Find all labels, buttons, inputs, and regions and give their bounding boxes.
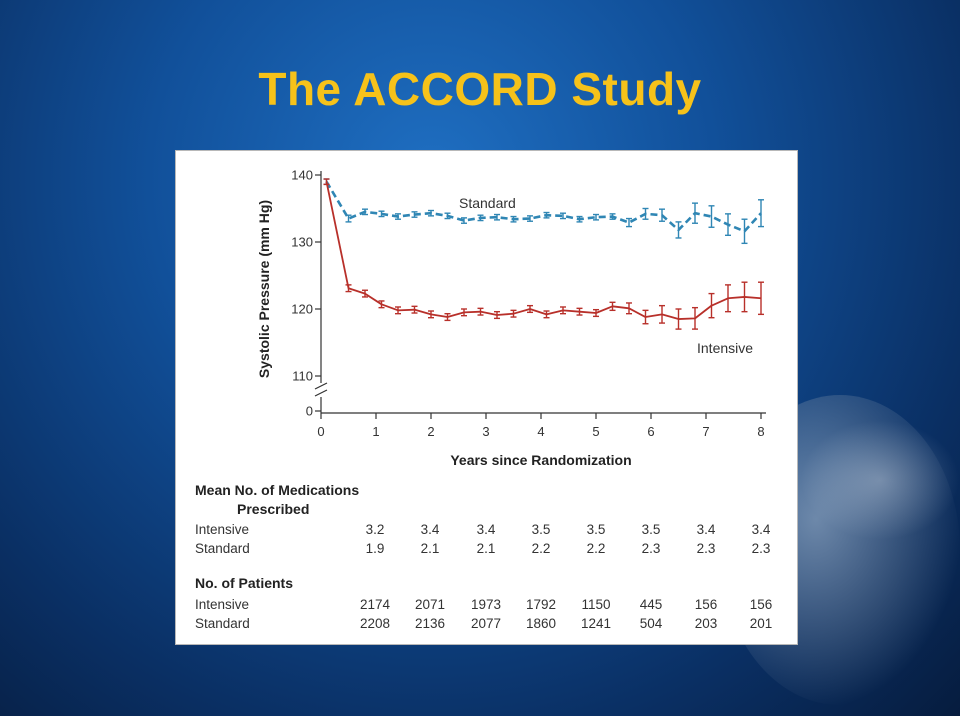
medications-title-2: Prescribed — [237, 501, 309, 517]
x-tick-label: 4 — [537, 424, 544, 439]
y-tick-label: 140 — [291, 168, 313, 183]
patients-cell: 156 — [695, 597, 718, 612]
chart-panel: 140 130 120 110 0 0 1 2 3 4 5 6 7 8 Systolic Pressure … — [175, 150, 798, 645]
x-axis-title: Years since Randomization — [450, 452, 631, 468]
medications-cell: 3.5 — [532, 522, 551, 537]
medications-cell: 3.5 — [587, 522, 606, 537]
medications-row-label: Intensive — [195, 522, 249, 537]
y-tick-label: 120 — [291, 302, 313, 317]
series-line-intensive — [325, 181, 762, 320]
patients-title: No. of Patients — [195, 575, 293, 591]
patients-cell: 2077 — [471, 616, 501, 631]
patients-cell: 2208 — [360, 616, 390, 631]
x-tick-label: 8 — [757, 424, 764, 439]
patients-cell: 2071 — [415, 597, 445, 612]
patients-cell: 2174 — [360, 597, 391, 612]
medications-cell: 3.4 — [421, 522, 440, 537]
medications-cell: 2.3 — [752, 541, 771, 556]
x-tick-label: 3 — [482, 424, 489, 439]
y-tick-label: 130 — [291, 235, 313, 250]
series-label-intensive: Intensive — [697, 340, 753, 356]
x-tick-label: 6 — [647, 424, 654, 439]
patients-cell: 156 — [750, 597, 773, 612]
patients-cell: 1150 — [581, 597, 610, 612]
patients-cell: 1860 — [526, 616, 556, 631]
medications-cell: 2.2 — [532, 541, 551, 556]
medications-cell: 3.4 — [697, 522, 716, 537]
medications-cell: 2.1 — [421, 541, 440, 556]
slide-title: The ACCORD Study — [258, 63, 702, 115]
patients-cell: 203 — [695, 616, 718, 631]
patients-cell: 2136 — [415, 616, 445, 631]
patients-cell: 445 — [640, 597, 663, 612]
x-tick-label: 1 — [372, 424, 379, 439]
x-tick-label: 7 — [702, 424, 709, 439]
patients-row-label: Standard — [195, 616, 250, 631]
medications-cell: 3.5 — [642, 522, 661, 537]
medications-row-label: Standard — [195, 541, 250, 556]
medications-cell: 3.2 — [366, 522, 385, 537]
medications-cell: 1.9 — [366, 541, 385, 556]
patients-cell: 1792 — [526, 597, 556, 612]
background-disc-highlight — [800, 420, 960, 540]
medications-cell: 2.1 — [477, 541, 496, 556]
medications-cell: 3.4 — [477, 522, 496, 537]
medications-cell: 2.3 — [697, 541, 716, 556]
axis-break-mark — [314, 389, 328, 397]
patients-cell: 504 — [640, 616, 663, 631]
x-tick-label: 0 — [317, 424, 324, 439]
y-tick-label: 0 — [306, 404, 313, 419]
patients-cell: 1241 — [581, 616, 611, 631]
medications-cell: 3.4 — [752, 522, 771, 537]
series-label-standard: Standard — [459, 195, 516, 211]
patients-cell: 1973 — [471, 597, 501, 612]
patients-cell: 201 — [750, 616, 773, 631]
y-tick-label: 110 — [292, 369, 313, 384]
x-tick-label: 5 — [592, 424, 599, 439]
x-tick-label: 2 — [427, 424, 434, 439]
axis-break-mark — [314, 382, 328, 390]
chart-svg: 140 130 120 110 00 1 2 3 4 5 6 7 8 Systolic Pressure … — [195, 168, 773, 632]
medications-cell: 2.2 — [587, 541, 606, 556]
y-axis-title: Systolic Pressure (mm Hg) — [256, 200, 272, 378]
medications-title: Mean No. of Medications — [195, 482, 359, 498]
medications-cell: 2.3 — [642, 541, 661, 556]
patients-row-label: Intensive — [195, 597, 249, 612]
